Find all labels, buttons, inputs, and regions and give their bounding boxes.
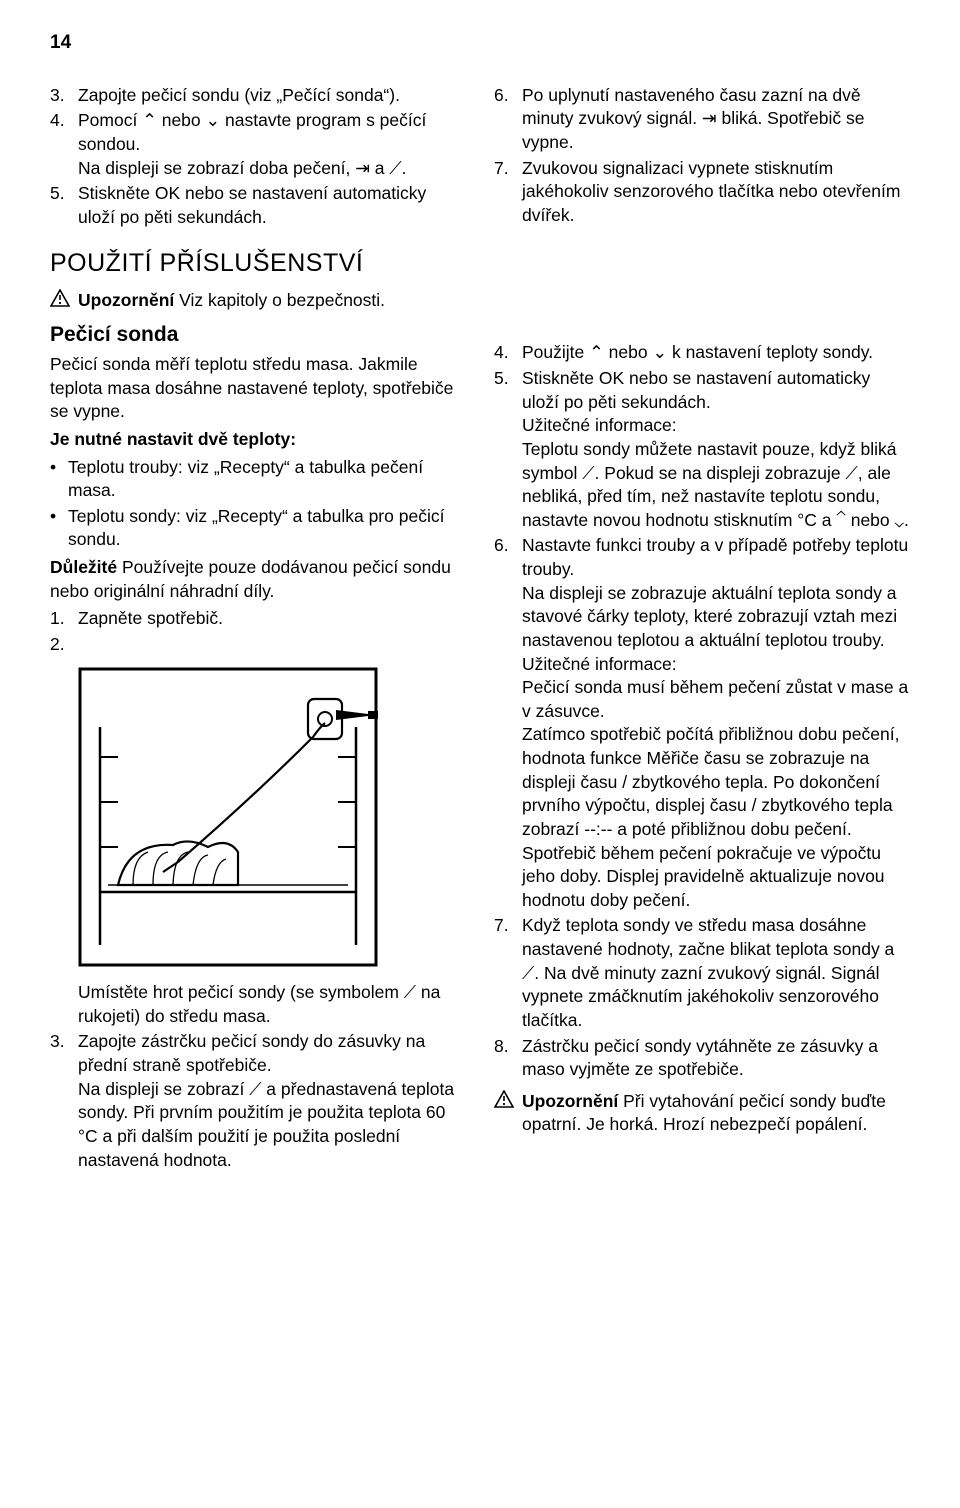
list-body: Když teplota sondy ve středu masa dosáhn… [522, 914, 910, 1032]
warning-1-text: Upozornění Viz kapitoly o bezpečnosti. [78, 289, 385, 313]
column-gap-spacer [494, 229, 910, 341]
right-column: 6.Po uplynutí nastaveného času zazní na … [494, 84, 910, 1175]
list-body: Nastavte funkci trouby a v případě potře… [522, 534, 910, 912]
page-number: 14 [50, 30, 910, 56]
list-item: 4.Pomocí ⌃ nebo ⌄ nastavte program s peč… [50, 109, 466, 180]
list-body: Umístěte hrot pečicí sondy (se symbolem … [78, 981, 466, 1028]
list-item: 5.Stiskněte OK nebo se nastavení automat… [50, 182, 466, 229]
list-item: 1. Zapněte spotřebič. [50, 607, 466, 631]
list-number: 4. [50, 109, 78, 180]
list-body: Zapněte spotřebič. [78, 607, 466, 631]
list-item: 7.Když teplota sondy ve středu masa dosá… [494, 914, 910, 1032]
paragraph-3: Důležité Používejte pouze dodávanou peči… [50, 556, 466, 603]
list-item: 2. [50, 633, 466, 657]
bullet-body: Teplotu trouby: viz „Recepty“ a tabulka … [68, 456, 466, 503]
bullet-item: •Teplotu trouby: viz „Recepty“ a tabulka… [50, 456, 466, 503]
ordered-list-a-right: 6.Po uplynutí nastaveného času zazní na … [494, 84, 910, 228]
ordered-list-b-right: 4.Použijte ⌃ nebo ⌄ k nastavení teploty … [494, 341, 910, 1081]
list-body [78, 633, 466, 657]
list-item: 6.Nastavte funkci trouby a v případě pot… [494, 534, 910, 912]
list-item: 4.Použijte ⌃ nebo ⌄ k nastavení teploty … [494, 341, 910, 365]
list-item: 3. Zapojte zástrčku pečicí sondy do zásu… [50, 1030, 466, 1172]
list-body: Stiskněte OK nebo se nastavení automatic… [78, 182, 466, 229]
list-number: 6. [494, 84, 522, 155]
list-item: 8.Zástrčku pečicí sondy vytáhněte ze zás… [494, 1035, 910, 1082]
list-body: Zapojte pečicí sondu (viz „Pečící sonda“… [78, 84, 466, 108]
left-column: 3.Zapojte pečicí sondu (viz „Pečící sond… [50, 84, 466, 1175]
subheading-sonda: Pečicí sonda [50, 321, 466, 349]
bullet-list: •Teplotu trouby: viz „Recepty“ a tabulka… [50, 456, 466, 553]
list-spacer [50, 981, 78, 1028]
warning-1-rest: Viz kapitoly o bezpečnosti. [174, 290, 385, 310]
list-item: 7.Zvukovou signalizaci vypnete stisknutí… [494, 157, 910, 228]
list-number: 8. [494, 1035, 522, 1082]
list-number: 1. [50, 607, 78, 631]
bullet-marker: • [50, 505, 68, 552]
list-body: Zapojte zástrčku pečicí sondy do zásuvky… [78, 1030, 466, 1172]
list-number: 5. [494, 367, 522, 532]
list-number: 7. [494, 157, 522, 228]
warning-2-bold: Upozornění [522, 1091, 618, 1111]
warning-1: Upozornění Viz kapitoly o bezpečnosti. [50, 289, 466, 313]
list-body: Zvukovou signalizaci vypnete stisknutím … [522, 157, 910, 228]
list-number: 4. [494, 341, 522, 365]
warning-icon [50, 289, 70, 313]
warning-1-bold: Upozornění [78, 290, 174, 310]
paragraph-2-bold: Je nutné nastavit dvě teploty: [50, 428, 466, 452]
paragraph-1: Pečicí sonda měří teplotu středu masa. J… [50, 353, 466, 424]
section-heading: POUŽITÍ PŘÍSLUŠENSTVÍ [50, 247, 466, 281]
list-body: Stiskněte OK nebo se nastavení automatic… [522, 367, 910, 532]
two-column-layout: 3.Zapojte pečicí sondu (viz „Pečící sond… [50, 84, 910, 1175]
bullet-marker: • [50, 456, 68, 503]
bullet-body: Teplotu sondy: viz „Recepty“ a tabulka p… [68, 505, 466, 552]
list-number: 3. [50, 84, 78, 108]
list-number: 5. [50, 182, 78, 229]
bullet-item: •Teplotu sondy: viz „Recepty“ a tabulka … [50, 505, 466, 552]
warning-2: Upozornění Při vytahování pečicí sondy b… [494, 1090, 910, 1137]
list-number: 3. [50, 1030, 78, 1172]
list-body: Použijte ⌃ nebo ⌄ k nastavení teploty so… [522, 341, 910, 365]
list-item-after-fig: Umístěte hrot pečicí sondy (se symbolem … [50, 981, 466, 1028]
list-body: Pomocí ⌃ nebo ⌄ nastavte program s pečíc… [78, 109, 466, 180]
list-item: 6.Po uplynutí nastaveného času zazní na … [494, 84, 910, 155]
warning-2-text: Upozornění Při vytahování pečicí sondy b… [522, 1090, 910, 1137]
list-body: Zástrčku pečicí sondy vytáhněte ze zásuv… [522, 1035, 910, 1082]
warning-icon [494, 1090, 514, 1137]
list-number: 7. [494, 914, 522, 1032]
list-item: 3.Zapojte pečicí sondu (viz „Pečící sond… [50, 84, 466, 108]
list-body: Po uplynutí nastaveného času zazní na dv… [522, 84, 910, 155]
paragraph-3-bold: Důležité [50, 557, 117, 577]
list-number: 6. [494, 534, 522, 912]
list-item: 5.Stiskněte OK nebo se nastavení automat… [494, 367, 910, 532]
oven-probe-diagram [78, 667, 378, 974]
list-number: 2. [50, 633, 78, 657]
ordered-list-a: 3.Zapojte pečicí sondu (viz „Pečící sond… [50, 84, 466, 230]
